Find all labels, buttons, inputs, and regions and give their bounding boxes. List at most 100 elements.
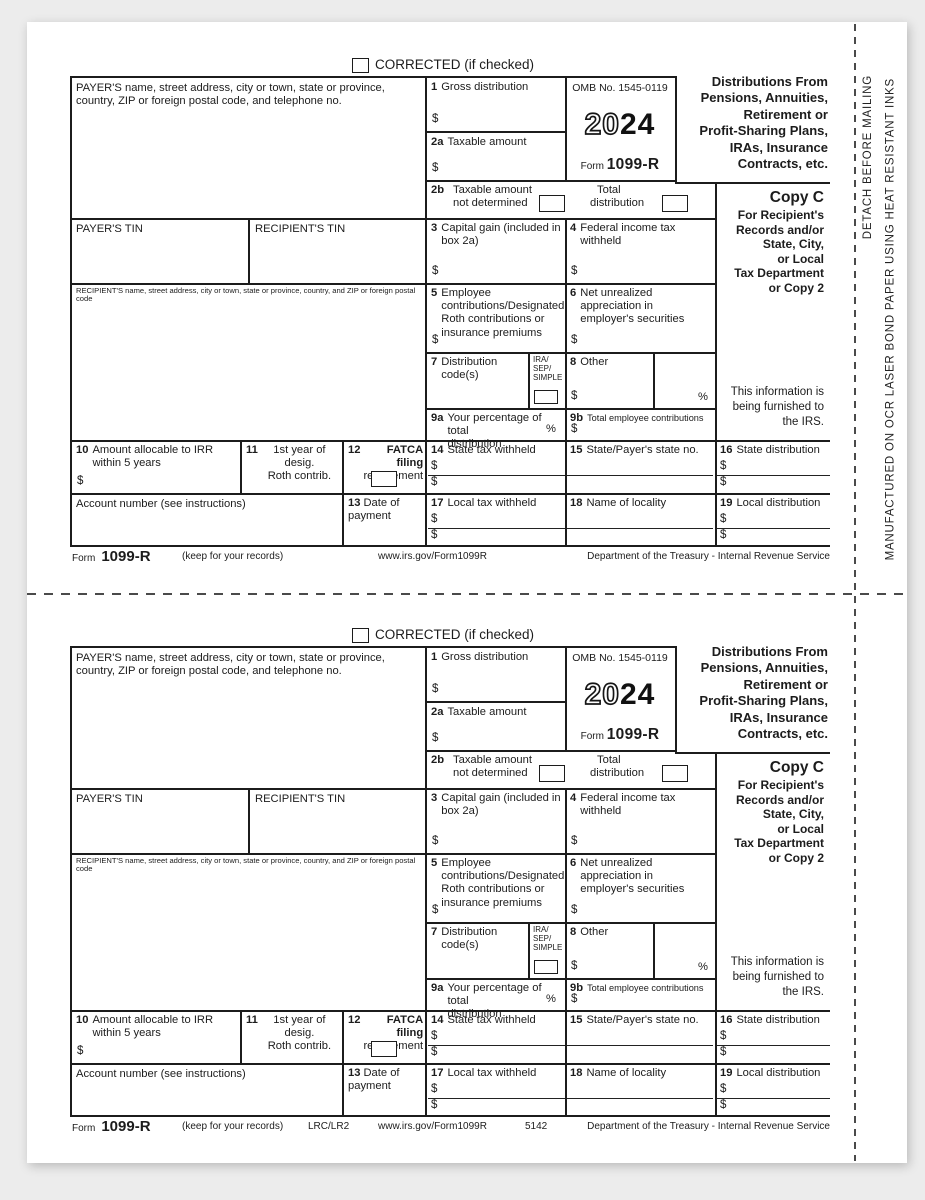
dollar-sign: $ xyxy=(431,1046,438,1059)
box-18-name-of-locality: 18 Name of locality xyxy=(567,1065,713,1115)
box-16-state-distribution: 16 State distribution $ $ xyxy=(717,442,830,492)
box-3-capital-gain: 3 Capital gain (included in box 2a) $ xyxy=(431,792,561,848)
grid-line xyxy=(425,180,677,182)
percent-sign: % xyxy=(698,960,708,973)
box-8-other: 8 Other $ xyxy=(570,356,609,403)
footer-form-number: Form 1099-R xyxy=(72,1118,151,1135)
dollar-sign: $ xyxy=(571,835,578,848)
grid-line xyxy=(675,76,677,182)
dollar-sign: $ xyxy=(720,513,727,526)
box-2a-taxable-amount: 2a Taxable amount $ xyxy=(428,134,563,178)
footer-lrc-code: LRC/LR2 xyxy=(308,1121,350,1132)
copy-c-cell: Copy C For Recipient's Records and/or St… xyxy=(717,756,827,1008)
grid-line xyxy=(70,76,72,547)
grid-line xyxy=(528,922,530,980)
taxable-not-determined-checkbox[interactable] xyxy=(539,765,565,782)
recipient-info-label: RECIPIENT'S name, street address, city o… xyxy=(76,286,416,304)
vertical-perforation-line xyxy=(854,24,856,1161)
box-label: Amount allocable to IRR within 5 years xyxy=(92,1014,214,1040)
recipient-tin-cell: RECIPIENT'S TIN xyxy=(255,223,346,235)
dollar-sign: $ xyxy=(571,904,578,917)
box-11-roth-year: 11 1st year of desig. Roth contrib. xyxy=(243,442,340,491)
footer-product-code: 5142 xyxy=(525,1121,548,1132)
total-distribution-label: Total distribution xyxy=(590,754,645,780)
grid-line xyxy=(70,218,717,220)
footer-form-number: Form 1099-R xyxy=(72,548,151,565)
grid-line xyxy=(565,788,567,1115)
grid-line xyxy=(427,131,565,133)
box-label: 1st year of desig. Roth contrib. xyxy=(267,1014,332,1053)
box-14-state-tax-withheld: 14 State tax withheld $ $ xyxy=(428,1012,565,1062)
form-1099r-copy-top: CORRECTED (if checked) PAYER'S name, str… xyxy=(70,57,830,565)
dollar-sign: $ xyxy=(432,904,439,917)
corrected-checkbox[interactable] xyxy=(352,58,369,73)
total-distribution-checkbox[interactable] xyxy=(662,765,688,782)
box-9b-total-employee-contributions: 9b Total employee contributions $ xyxy=(570,982,704,1006)
dollar-sign: $ xyxy=(431,1083,438,1096)
dollar-sign: $ xyxy=(431,1030,438,1043)
box-label: Gross distribution xyxy=(441,651,529,663)
dollar-sign: $ xyxy=(431,1099,438,1112)
box-19-local-distribution: 19 Local distribution $ $ xyxy=(717,495,830,545)
payer-info-label: PAYER'S name, street address, city or to… xyxy=(76,652,385,678)
box-8-other: 8 Other $ xyxy=(570,926,609,973)
box-15-state-payer-no: 15 State/Payer's state no. xyxy=(567,1012,713,1062)
box-12-fatca: 12 FATCA filingrequirement xyxy=(345,1012,423,1061)
omb-number: OMB No. 1545-0119 xyxy=(572,652,668,664)
dollar-sign: $ xyxy=(571,265,578,278)
tax-year: 2024 xyxy=(584,677,656,712)
box-16-state-distribution: 16 State distribution $ $ xyxy=(717,1012,830,1062)
form-footer: Form 1099-R (keep for your records) www.i… xyxy=(70,548,830,565)
dollar-sign: $ xyxy=(720,476,727,489)
grid-line xyxy=(425,646,427,1115)
total-distribution-checkbox[interactable] xyxy=(662,195,688,212)
fatca-checkbox[interactable] xyxy=(371,471,397,487)
box-label: 1st year of desig. Roth contrib. xyxy=(267,444,332,483)
tax-year: 2024 xyxy=(584,107,656,142)
grid-line xyxy=(675,182,830,184)
grid-line xyxy=(240,1012,242,1063)
furnished-note: This information is being furnished to t… xyxy=(730,956,824,999)
grid-line xyxy=(70,440,830,442)
taxable-not-determined-checkbox[interactable] xyxy=(539,195,565,212)
dollar-sign: $ xyxy=(720,1046,727,1059)
form-number: Form 1099-R xyxy=(580,725,660,743)
box-18-name-of-locality: 18 Name of locality xyxy=(567,495,713,545)
box-13-date-of-payment: 13 Date of payment xyxy=(348,1067,400,1093)
box-6-net-unrealized-appreciation: 6 Net unrealized appreciation in employer… xyxy=(570,287,685,347)
grid-line xyxy=(425,922,717,924)
corrected-checkbox[interactable] xyxy=(352,628,369,643)
box-label: Amount allocable to IRR within 5 years xyxy=(92,444,214,470)
dollar-sign: $ xyxy=(720,1030,727,1043)
dollar-sign: $ xyxy=(720,1083,727,1096)
box-number: 1 xyxy=(431,651,438,663)
box-1-gross-distribution: 1 Gross distribution $ xyxy=(428,649,563,699)
recipient-tin-cell: RECIPIENT'S TIN xyxy=(255,793,346,805)
box-2a-taxable-amount: 2a Taxable amount $ xyxy=(428,704,563,748)
fatca-checkbox[interactable] xyxy=(371,1041,397,1057)
grid-line xyxy=(653,924,655,978)
box-2b-row: 2b Taxable amount not determined Total d… xyxy=(427,182,713,216)
box-10-irr-amount: 10 Amount allocable to IRR within 5 years… xyxy=(76,444,214,488)
grid-line xyxy=(240,442,242,493)
dollar-sign: $ xyxy=(431,529,438,542)
grid-line xyxy=(70,1115,830,1117)
grid-line xyxy=(653,354,655,408)
grid-line xyxy=(342,1012,344,1115)
box-8-percent-cell: % xyxy=(655,354,713,406)
box-number: 2b xyxy=(431,754,445,766)
box-19-local-distribution: 19 Local distribution $ $ xyxy=(717,1065,830,1115)
payer-info-cell: PAYER'S name, street address, city or to… xyxy=(73,79,421,216)
grid-line xyxy=(565,218,567,545)
ira-sep-simple-checkbox[interactable] xyxy=(534,390,558,404)
dollar-sign: $ xyxy=(571,423,578,436)
box-label: Your percentage of total distribution xyxy=(447,412,542,451)
dollar-sign: $ xyxy=(432,334,439,347)
recipient-info-cell: RECIPIENT'S name, street address, city o… xyxy=(73,855,421,1008)
grid-line xyxy=(427,701,565,703)
box-number: 1 xyxy=(431,81,438,93)
ira-sep-simple-checkbox[interactable] xyxy=(534,960,558,974)
ira-sep-simple-cell: IRA/ SEP/ SIMPLE xyxy=(530,354,563,406)
grid-line xyxy=(70,493,830,495)
box-number: 2a xyxy=(431,706,444,718)
